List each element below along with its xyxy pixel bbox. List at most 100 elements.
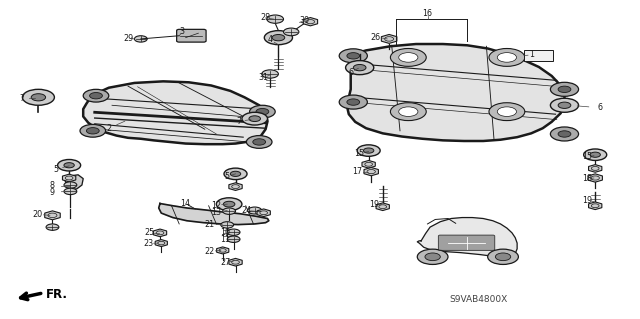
Circle shape xyxy=(216,198,242,211)
Polygon shape xyxy=(381,34,397,43)
Polygon shape xyxy=(155,240,168,247)
Text: 8: 8 xyxy=(50,181,55,190)
Polygon shape xyxy=(159,204,269,225)
Text: 11: 11 xyxy=(220,235,230,244)
Text: 1: 1 xyxy=(529,50,534,59)
Text: 22: 22 xyxy=(205,247,215,256)
Circle shape xyxy=(262,70,278,78)
Text: 7: 7 xyxy=(237,117,242,126)
Circle shape xyxy=(223,208,236,214)
Text: 6: 6 xyxy=(598,103,603,112)
Text: 24: 24 xyxy=(241,206,252,215)
Polygon shape xyxy=(83,81,268,144)
Circle shape xyxy=(248,207,262,214)
Text: 28: 28 xyxy=(260,13,271,22)
Polygon shape xyxy=(589,165,602,172)
Circle shape xyxy=(489,103,525,121)
Polygon shape xyxy=(229,258,242,266)
Circle shape xyxy=(227,236,240,242)
Text: 25: 25 xyxy=(145,228,155,237)
Circle shape xyxy=(558,102,571,108)
Circle shape xyxy=(230,171,241,176)
Polygon shape xyxy=(376,203,389,211)
Text: 2: 2 xyxy=(106,124,111,133)
Text: 19: 19 xyxy=(582,196,593,205)
Text: 10: 10 xyxy=(220,228,230,237)
Polygon shape xyxy=(229,183,242,190)
Circle shape xyxy=(267,15,284,23)
Circle shape xyxy=(64,163,74,168)
Text: 15: 15 xyxy=(355,149,365,158)
Circle shape xyxy=(550,82,579,96)
Text: 21: 21 xyxy=(205,220,215,229)
Polygon shape xyxy=(303,18,317,26)
Text: 30: 30 xyxy=(300,16,310,25)
Polygon shape xyxy=(63,174,76,182)
FancyBboxPatch shape xyxy=(438,235,495,250)
Circle shape xyxy=(390,48,426,66)
Circle shape xyxy=(390,103,426,121)
Text: 18: 18 xyxy=(582,174,593,183)
Circle shape xyxy=(364,148,374,153)
Polygon shape xyxy=(216,247,229,254)
Circle shape xyxy=(495,253,511,261)
Circle shape xyxy=(347,99,360,105)
Circle shape xyxy=(284,28,299,36)
Text: 29: 29 xyxy=(123,34,133,43)
Circle shape xyxy=(90,93,102,99)
Text: S9VAB4800X: S9VAB4800X xyxy=(449,295,508,304)
Circle shape xyxy=(346,61,374,75)
Text: 20: 20 xyxy=(32,210,42,219)
Circle shape xyxy=(558,86,571,93)
Text: 31: 31 xyxy=(259,73,269,82)
Text: FR.: FR. xyxy=(46,288,68,300)
Text: 13: 13 xyxy=(211,208,221,217)
Circle shape xyxy=(353,64,366,71)
Circle shape xyxy=(227,229,240,235)
Polygon shape xyxy=(364,167,378,176)
Circle shape xyxy=(272,34,285,41)
Circle shape xyxy=(489,48,525,66)
Circle shape xyxy=(223,201,235,207)
Polygon shape xyxy=(347,44,564,141)
Polygon shape xyxy=(45,211,60,220)
Text: 5: 5 xyxy=(225,172,230,181)
Circle shape xyxy=(83,89,109,102)
Text: 14: 14 xyxy=(180,199,191,208)
Circle shape xyxy=(497,107,516,116)
Circle shape xyxy=(399,107,418,116)
Text: 7: 7 xyxy=(20,94,25,103)
Circle shape xyxy=(249,116,260,122)
Polygon shape xyxy=(362,160,375,168)
Circle shape xyxy=(242,112,268,125)
Circle shape xyxy=(264,31,292,45)
Circle shape xyxy=(224,168,247,180)
Text: 19: 19 xyxy=(369,200,380,209)
Circle shape xyxy=(488,249,518,264)
Circle shape xyxy=(399,53,418,62)
Circle shape xyxy=(558,131,571,137)
Polygon shape xyxy=(154,229,166,237)
Text: 5: 5 xyxy=(54,165,59,174)
Circle shape xyxy=(86,128,99,134)
Circle shape xyxy=(31,94,45,101)
Circle shape xyxy=(253,139,266,145)
Circle shape xyxy=(550,127,579,141)
Circle shape xyxy=(250,105,275,118)
Circle shape xyxy=(417,249,448,264)
Circle shape xyxy=(339,49,367,63)
Circle shape xyxy=(134,36,147,42)
Polygon shape xyxy=(65,175,83,190)
Circle shape xyxy=(425,253,440,261)
Circle shape xyxy=(347,53,360,59)
Circle shape xyxy=(58,160,81,171)
Polygon shape xyxy=(417,218,517,257)
Text: 12: 12 xyxy=(211,201,221,210)
Circle shape xyxy=(22,89,54,105)
Circle shape xyxy=(246,136,272,148)
Text: 4: 4 xyxy=(268,35,273,44)
Circle shape xyxy=(590,152,600,157)
Circle shape xyxy=(64,188,77,195)
Text: 17: 17 xyxy=(352,167,362,176)
Circle shape xyxy=(80,124,106,137)
